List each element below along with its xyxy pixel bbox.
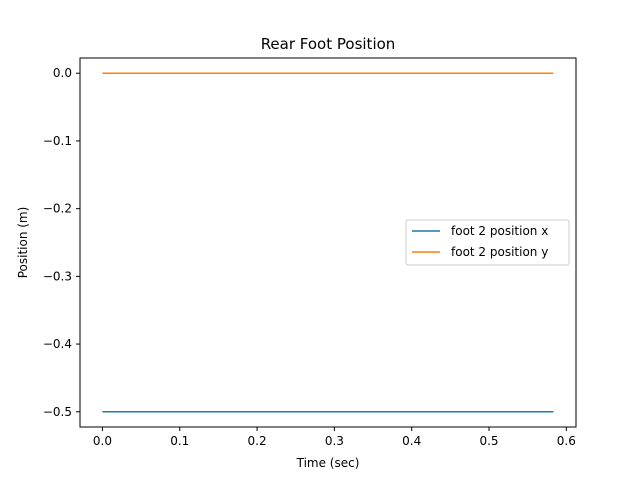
y-axis-ticks: 0.0 −0.1 −0.2 −0.3 −0.4 −0.5 <box>43 66 80 419</box>
legend: foot 2 position x foot 2 position y <box>405 219 570 266</box>
x-tick-label: 0.4 <box>402 434 421 448</box>
chart-title: Rear Foot Position <box>261 35 396 53</box>
x-tick-label: 0.1 <box>170 434 189 448</box>
series-layer <box>102 72 554 413</box>
x-tick-label: 0.2 <box>248 434 267 448</box>
y-tick-label: 0.0 <box>53 66 72 80</box>
y-tick-label: −0.1 <box>43 134 72 148</box>
x-tick-label: 0.0 <box>93 434 112 448</box>
legend-label-2: foot 2 position y <box>451 245 548 259</box>
y-tick-label: −0.5 <box>43 405 72 419</box>
x-axis-label: Time (sec) <box>296 456 360 470</box>
y-tick-label: −0.4 <box>43 337 72 351</box>
x-tick-label: 0.5 <box>479 434 498 448</box>
legend-label-1: foot 2 position x <box>451 224 548 238</box>
legend-box <box>405 219 570 266</box>
plot-frame <box>79 57 577 428</box>
y-axis-label: Position (m) <box>16 207 30 279</box>
y-tick-label: −0.3 <box>43 269 72 283</box>
x-tick-label: 0.6 <box>557 434 576 448</box>
x-axis-ticks: 0.0 0.1 0.2 0.3 0.4 0.5 0.6 <box>93 427 576 448</box>
x-tick-label: 0.3 <box>325 434 344 448</box>
y-tick-label: −0.2 <box>43 202 72 216</box>
legend-entries: foot 2 position x foot 2 position y <box>412 224 548 259</box>
